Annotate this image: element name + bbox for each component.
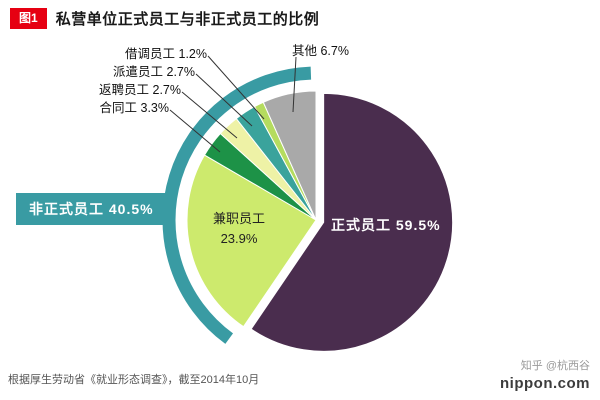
watermark-brand: nippon.com [500,374,590,392]
pie-slice-其他 [262,90,317,221]
figure-title: 私营单位正式员工与非正式员工的比例 [55,11,320,28]
leader-line-other [292,56,297,113]
leader-line-contract [169,109,221,153]
part-time-slice-label: 兼职员工 23.9% [193,209,285,249]
callout-rehired: 返聘员工 2.7% [99,83,181,97]
pie-slice-兼职员工 [186,154,317,328]
non-regular-group-arc [162,66,312,344]
pie-slice-正式员工 [250,92,454,352]
regular-slice-label: 正式员工 59.5% [331,217,441,233]
callout-other: 其他 6.7% [292,44,349,58]
figure-number-badge: 图1 [10,8,47,29]
leader-lines-group [169,55,297,153]
callout-dispatch: 派遣员工 2.7% [113,65,195,79]
non-regular-total-badge: 非正式员工 40.5% [16,193,167,225]
figure-header: 图1 私营单位正式员工与非正式员工的比例 [10,8,319,29]
pie-slices-group [162,66,454,352]
leader-line-rehired [181,91,238,139]
callout-seconded: 借调员工 1.2% [125,47,207,61]
callout-contract: 合同工 3.3% [99,101,169,115]
source-note: 根据厚生劳动省《就业形态调查》，截至2014年10月 [8,374,260,386]
watermark: 知乎 @杭西谷 nippon.com [500,359,590,394]
leader-line-dispatch [195,73,253,127]
watermark-credit: 知乎 @杭西谷 [520,359,590,372]
leader-line-seconded [207,55,265,120]
part-time-value: 23.9% [220,231,258,247]
part-time-name: 兼职员工 [212,211,265,226]
